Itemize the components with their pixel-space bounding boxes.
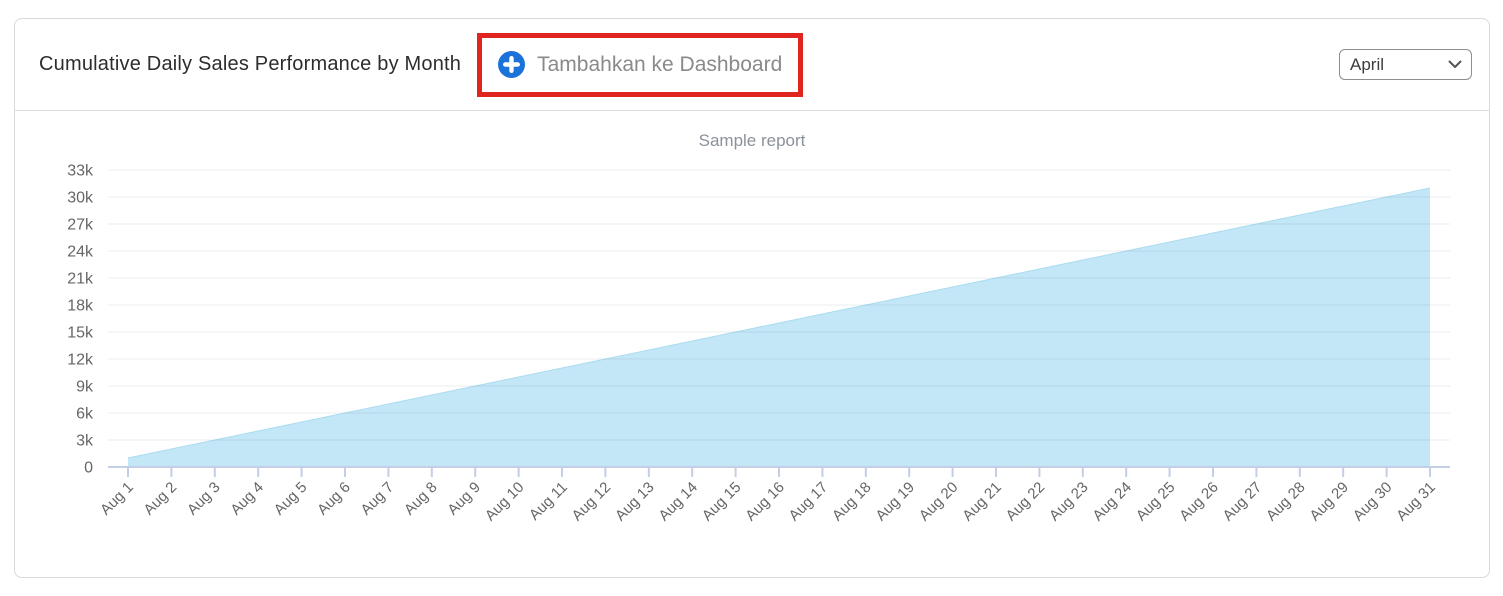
- y-tick-label: 12k: [67, 352, 94, 369]
- annotation-highlight-box: Tambahkan ke Dashboard: [477, 32, 804, 97]
- card-header: Cumulative Daily Sales Performance by Mo…: [15, 19, 1489, 111]
- x-tick-label: Aug 10: [482, 479, 528, 525]
- x-tick-label: Aug 5: [271, 479, 311, 519]
- report-card: Cumulative Daily Sales Performance by Mo…: [14, 18, 1490, 578]
- x-tick-label: Aug 15: [699, 479, 745, 525]
- y-tick-label: 9k: [76, 379, 94, 396]
- y-tick-label: 3k: [76, 433, 94, 450]
- page-title: Cumulative Daily Sales Performance by Mo…: [39, 53, 462, 75]
- y-tick-label: 0: [84, 460, 93, 477]
- x-tick-label: Aug 29: [1306, 479, 1352, 525]
- plus-circle-icon: [498, 51, 526, 78]
- x-tick-label: Aug 27: [1220, 479, 1266, 525]
- x-tick-label: Aug 26: [1176, 479, 1222, 525]
- area-series[interactable]: [128, 188, 1430, 467]
- x-tick-label: Aug 2: [140, 479, 180, 519]
- x-tick-label: Aug 22: [1003, 479, 1049, 525]
- y-tick-label: 30k: [67, 190, 94, 207]
- chevron-down-icon: [1448, 60, 1462, 68]
- x-tick-label: Aug 1: [97, 479, 137, 519]
- x-tick-label: Aug 30: [1350, 479, 1396, 525]
- x-tick-label: Aug 25: [1133, 479, 1179, 525]
- add-to-dashboard-button[interactable]: Tambahkan ke Dashboard: [498, 51, 782, 78]
- x-tick-label: Aug 12: [569, 479, 615, 525]
- x-tick-label: Aug 17: [786, 479, 832, 525]
- x-tick-label: Aug 7: [357, 479, 397, 519]
- x-tick-label: Aug 3: [184, 479, 224, 519]
- x-tick-label: Aug 21: [959, 479, 1005, 525]
- x-tick-label: Aug 4: [227, 479, 267, 519]
- x-tick-label: Aug 18: [829, 479, 875, 525]
- x-tick-label: Aug 28: [1263, 479, 1309, 525]
- x-tick-label: Aug 19: [872, 479, 918, 525]
- x-tick-label: Aug 9: [444, 479, 484, 519]
- x-tick-label: Aug 13: [612, 479, 658, 525]
- x-tick-label: Aug 11: [526, 479, 571, 524]
- x-tick-label: Aug 16: [742, 479, 788, 525]
- x-tick-label: Aug 14: [655, 479, 701, 525]
- y-tick-label: 18k: [67, 298, 94, 315]
- area-series-edge: [127, 187, 1431, 459]
- y-tick-label: 21k: [67, 271, 94, 288]
- month-select-value: April: [1350, 54, 1385, 74]
- x-tick-label: Aug 6: [314, 479, 354, 519]
- x-tick-label: Aug 8: [401, 479, 441, 519]
- x-tick-label: Aug 31: [1393, 479, 1439, 525]
- chart-title: Sample report: [698, 131, 806, 150]
- x-tick-label: Aug 24: [1089, 479, 1135, 525]
- y-tick-label: 33k: [67, 163, 94, 180]
- y-tick-label: 24k: [67, 244, 94, 261]
- x-tick-label: Aug 23: [1046, 479, 1092, 525]
- y-tick-label: 27k: [67, 217, 94, 234]
- add-to-dashboard-label: Tambahkan ke Dashboard: [537, 52, 783, 76]
- month-select[interactable]: April: [1339, 49, 1472, 80]
- y-tick-label: 15k: [67, 325, 94, 342]
- x-tick-label: Aug 20: [916, 479, 962, 525]
- y-tick-label: 6k: [76, 406, 94, 423]
